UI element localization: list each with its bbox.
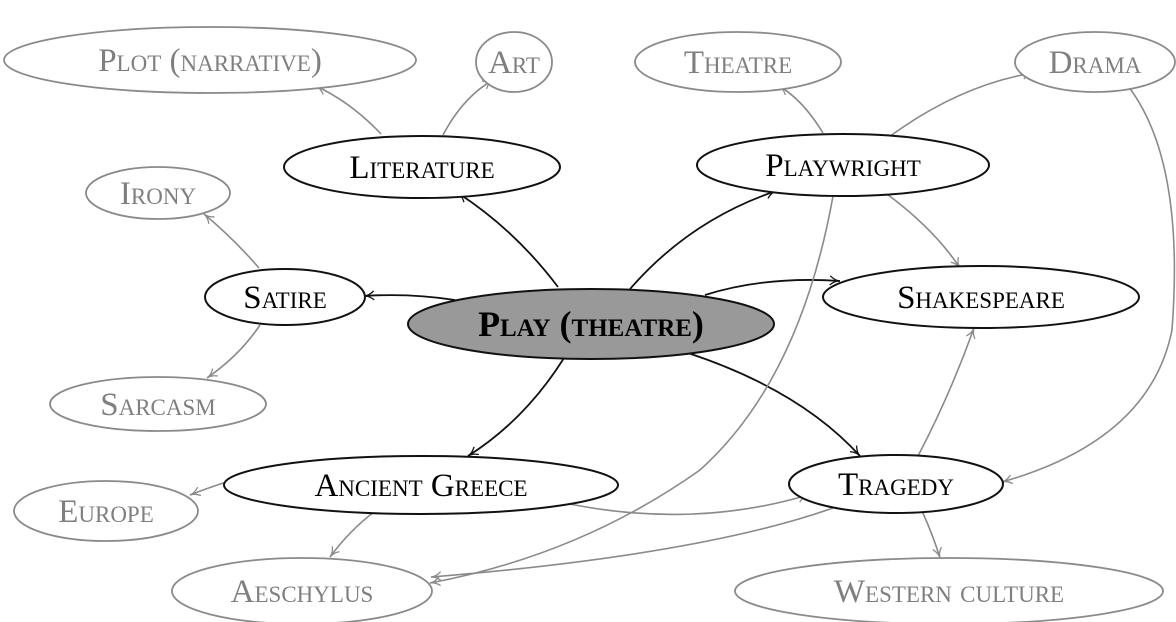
node-label: Irony — [120, 176, 197, 212]
edge-satire-to-irony — [203, 213, 260, 269]
node-ellipse — [734, 557, 1164, 622]
edge-literature-to-plot — [315, 85, 382, 135]
node-theatre: Theatre — [634, 31, 842, 93]
node-playwright: Playwright — [696, 133, 990, 197]
node-label: Plot (narrative) — [98, 43, 322, 79]
node-ellipse — [3, 26, 417, 94]
edge-play-to-literature — [457, 192, 559, 288]
edge-playwright-to-aeschylus — [429, 195, 834, 587]
node-label: Sarcasm — [100, 387, 216, 423]
node-label: Play (theatre) — [478, 304, 704, 344]
edge-tragedy-to-shakespeare — [917, 327, 976, 457]
edge-play-to-satire — [363, 290, 456, 301]
node-art: Art — [475, 31, 553, 93]
edge-play-to-playwright — [629, 189, 777, 290]
node-label: Ancient Greece — [314, 468, 527, 504]
node-ellipse — [85, 166, 231, 220]
edge-tragedy-to-aeschylus — [430, 507, 834, 582]
edge-drama-to-tragedy — [1001, 85, 1176, 485]
edge-playwright-to-shakespeare — [886, 193, 961, 269]
node-europe: Europe — [13, 480, 199, 542]
node-label: Satire — [243, 280, 327, 316]
node-ellipse — [475, 31, 553, 93]
node-western-culture: Western culture — [734, 557, 1164, 622]
node-label: Europe — [58, 494, 154, 530]
node-ellipse — [223, 455, 619, 515]
node-ellipse — [1014, 31, 1176, 93]
edge-literature-to-art — [442, 79, 494, 136]
node-drama: Drama — [1014, 31, 1176, 93]
node-literature: Literature — [283, 135, 561, 199]
node-label: Western culture — [834, 574, 1064, 610]
node-label: Tragedy — [838, 467, 954, 503]
nodes-layer: Play (theatre) Literature Playwright Satire… — [3, 26, 1176, 622]
node-ellipse — [634, 31, 842, 93]
edge-play-to-tragedy — [687, 352, 861, 457]
node-ellipse — [283, 135, 561, 199]
node-ellipse — [171, 557, 433, 622]
node-label: Drama — [1049, 45, 1142, 81]
node-plot: Plot (narrative) — [3, 26, 417, 94]
node-aeschylus: Aeschylus — [171, 557, 433, 622]
edge-tragedy-to-western-culture — [921, 510, 942, 559]
node-ellipse — [407, 288, 775, 360]
edges-layer — [189, 69, 1176, 587]
node-label: Theatre — [684, 45, 792, 81]
node-label: Shakespeare — [897, 280, 1065, 316]
node-shakespeare: Shakespeare — [822, 265, 1140, 329]
edge-ancient-greece-to-tragedy — [559, 492, 809, 516]
edge-satire-to-sarcasm — [206, 324, 261, 379]
node-ellipse — [204, 268, 366, 326]
edge-play-to-ancient-greece — [467, 357, 565, 457]
node-play: Play (theatre) — [407, 288, 775, 360]
node-ellipse — [13, 480, 199, 542]
node-sarcasm: Sarcasm — [49, 376, 267, 432]
node-label: Literature — [349, 150, 494, 186]
edge-playwright-to-drama — [888, 69, 1034, 138]
node-irony: Irony — [85, 166, 231, 220]
node-tragedy: Tragedy — [788, 454, 1004, 514]
node-label: Playwright — [765, 148, 921, 184]
edge-ancient-greece-to-aeschylus — [329, 511, 375, 558]
node-ellipse — [696, 133, 990, 197]
node-ellipse — [788, 454, 1004, 514]
node-satire: Satire — [204, 268, 366, 326]
node-ellipse — [822, 265, 1140, 329]
edge-play-to-shakespeare — [704, 275, 841, 296]
node-label: Art — [488, 45, 540, 81]
node-ellipse — [49, 376, 267, 432]
edge-playwright-to-theatre — [778, 85, 824, 134]
node-label: Aeschylus — [231, 574, 374, 610]
node-ancient-greece: Ancient Greece — [223, 455, 619, 515]
